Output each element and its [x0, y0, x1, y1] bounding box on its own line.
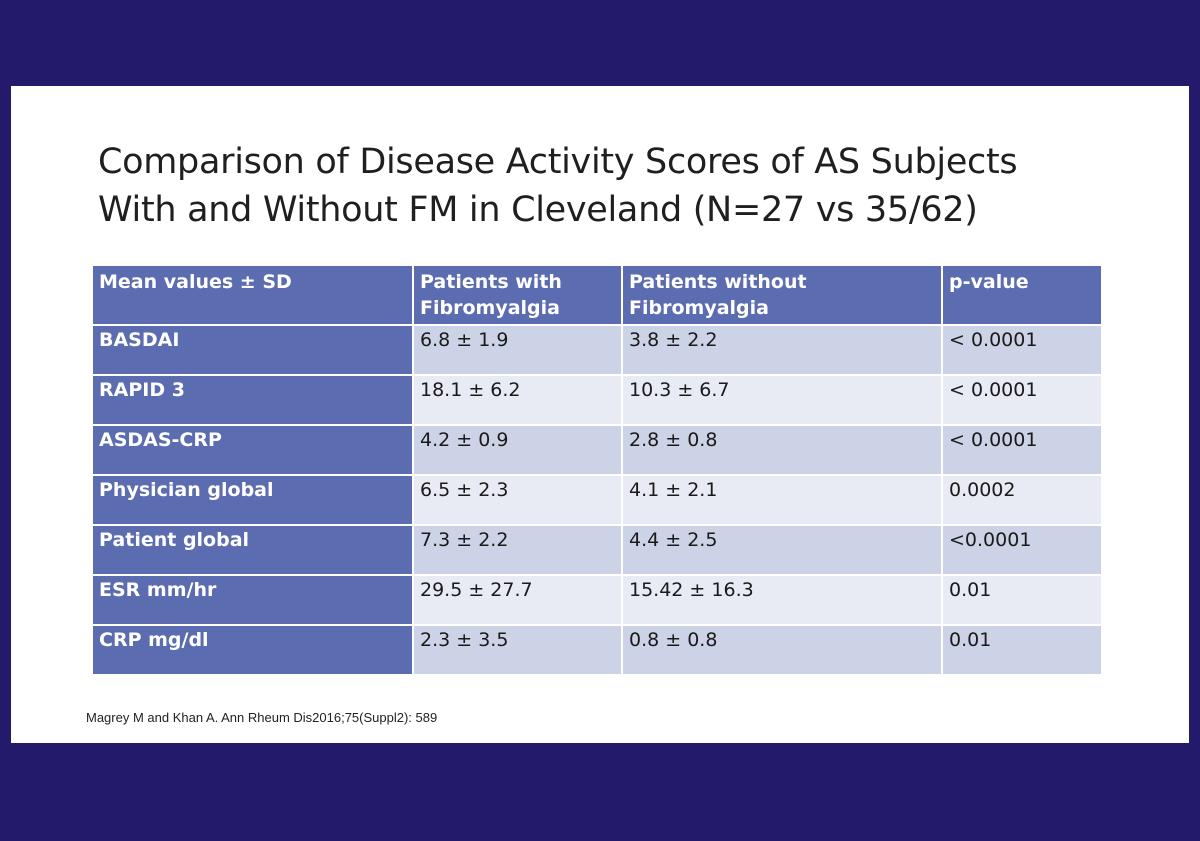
header-with-fibromyalgia: Patients with Fibromyalgia — [412, 264, 623, 326]
cell-without-fm: 3.8 ± 2.2 — [621, 324, 943, 376]
cell-with-fm: 18.1 ± 6.2 — [412, 374, 623, 426]
row-label: RAPID 3 — [91, 374, 414, 426]
table-row: ASDAS-CRP 4.2 ± 0.9 2.8 ± 0.8 < 0.0001 — [91, 424, 1103, 476]
row-label: Physician global — [91, 474, 414, 526]
table-row: Patient global 7.3 ± 2.2 4.4 ± 2.5 <0.00… — [91, 524, 1103, 576]
cell-with-fm: 29.5 ± 27.7 — [412, 574, 623, 626]
disease-activity-table: Mean values ± SD Patients with Fibromyal… — [91, 264, 1103, 676]
cell-p-value: < 0.0001 — [941, 424, 1103, 476]
cell-with-fm: 2.3 ± 3.5 — [412, 624, 623, 676]
title-line-1: Comparison of Disease Activity Scores of… — [98, 142, 1018, 182]
header-mean-values: Mean values ± SD — [91, 264, 414, 326]
cell-without-fm: 4.4 ± 2.5 — [621, 524, 943, 576]
row-label: ESR mm/hr — [91, 574, 414, 626]
title-line-2: With and Without FM in Cleveland (N=27 v… — [98, 190, 978, 230]
header-p-value: p-value — [941, 264, 1103, 326]
cell-p-value: 0.0002 — [941, 474, 1103, 526]
cell-with-fm: 4.2 ± 0.9 — [412, 424, 623, 476]
cell-without-fm: 0.8 ± 0.8 — [621, 624, 943, 676]
citation: Magrey M and Khan A. Ann Rheum Dis2016;7… — [86, 710, 438, 725]
cell-without-fm: 4.1 ± 2.1 — [621, 474, 943, 526]
slide-title: Comparison of Disease Activity Scores of… — [98, 138, 1098, 234]
row-label: BASDAI — [91, 324, 414, 376]
row-label: Patient global — [91, 524, 414, 576]
cell-without-fm: 15.42 ± 16.3 — [621, 574, 943, 626]
header-without-fibromyalgia: Patients without Fibromyalgia — [621, 264, 943, 326]
table-row: Physician global 6.5 ± 2.3 4.1 ± 2.1 0.0… — [91, 474, 1103, 526]
cell-without-fm: 2.8 ± 0.8 — [621, 424, 943, 476]
cell-p-value: < 0.0001 — [941, 374, 1103, 426]
table-row: CRP mg/dl 2.3 ± 3.5 0.8 ± 0.8 0.01 — [91, 624, 1103, 676]
cell-with-fm: 7.3 ± 2.2 — [412, 524, 623, 576]
table-row: RAPID 3 18.1 ± 6.2 10.3 ± 6.7 < 0.0001 — [91, 374, 1103, 426]
table-row: BASDAI 6.8 ± 1.9 3.8 ± 2.2 < 0.0001 — [91, 324, 1103, 376]
cell-with-fm: 6.8 ± 1.9 — [412, 324, 623, 376]
cell-p-value: <0.0001 — [941, 524, 1103, 576]
table-row: ESR mm/hr 29.5 ± 27.7 15.42 ± 16.3 0.01 — [91, 574, 1103, 626]
cell-with-fm: 6.5 ± 2.3 — [412, 474, 623, 526]
row-label: ASDAS-CRP — [91, 424, 414, 476]
cell-p-value: < 0.0001 — [941, 324, 1103, 376]
table-header-row: Mean values ± SD Patients with Fibromyal… — [91, 264, 1103, 326]
slide: Comparison of Disease Activity Scores of… — [11, 86, 1189, 743]
cell-p-value: 0.01 — [941, 574, 1103, 626]
cell-p-value: 0.01 — [941, 624, 1103, 676]
cell-without-fm: 10.3 ± 6.7 — [621, 374, 943, 426]
row-label: CRP mg/dl — [91, 624, 414, 676]
